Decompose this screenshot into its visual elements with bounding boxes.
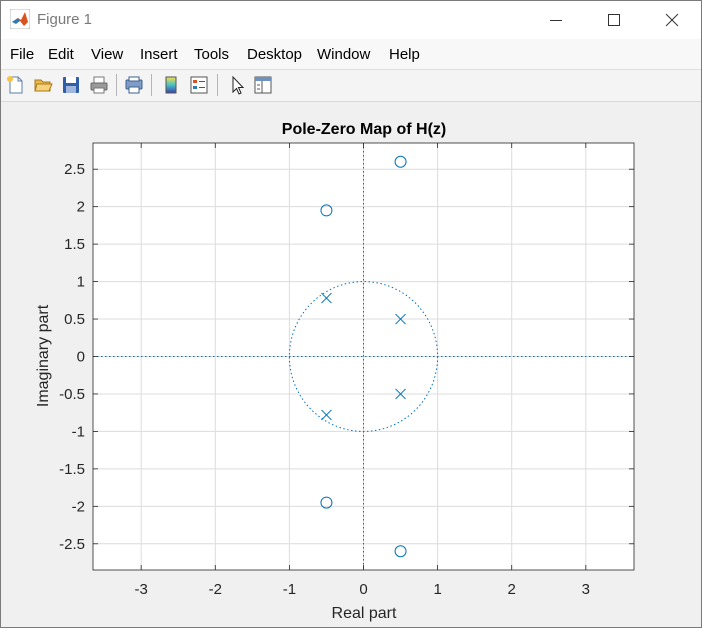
title-bar[interactable]: Figure 1: [1, 1, 701, 39]
property-inspector-icon: [254, 76, 272, 94]
x-tick-label: -2: [209, 581, 222, 598]
y-tick-label: 1: [77, 274, 85, 291]
printer-icon: [90, 76, 108, 94]
menu-edit[interactable]: Edit: [48, 46, 74, 63]
print-preview-icon: [125, 76, 143, 94]
insert-colorbar-button[interactable]: [160, 74, 182, 96]
menu-tools[interactable]: Tools: [194, 46, 230, 63]
maximize-button[interactable]: [585, 1, 643, 39]
menu-desktop[interactable]: Desktop: [247, 46, 303, 63]
zero-marker: [320, 496, 333, 509]
x-tick-label: 3: [582, 581, 590, 598]
x-tick-label: 2: [508, 581, 516, 598]
y-tick-label: 0.5: [64, 311, 85, 328]
minimize-icon: [550, 20, 562, 21]
pole-zero-plot[interactable]: -3 -2 -1 0 1 2 3 2.5 2 1.5 1 0.5 0 -0.5 -1 -1.5 -2 -2.5 P…: [1, 102, 701, 627]
close-button[interactable]: [643, 1, 701, 39]
y-tick-label: -1: [72, 423, 85, 440]
pole-marker-stroke: [395, 313, 406, 325]
print-button[interactable]: [88, 74, 110, 96]
y-tick-label: -1.5: [59, 461, 85, 478]
save-button[interactable]: [60, 74, 82, 96]
new-figure-button[interactable]: [5, 74, 27, 96]
pole-marker: [395, 388, 406, 400]
edit-plot-button[interactable]: [226, 74, 248, 96]
pole-zero-markers: [320, 155, 407, 558]
x-tick-label: 0: [359, 581, 367, 598]
open-file-button[interactable]: [32, 74, 54, 96]
matlab-logo-icon: [10, 9, 30, 29]
print-preview-button[interactable]: [123, 74, 145, 96]
toolbar-separator: [217, 74, 218, 96]
y-tick-label: 2.5: [64, 161, 85, 178]
y-tick-label: 1.5: [64, 236, 85, 253]
menu-bar: File Edit View Insert Tools Desktop Wind…: [1, 39, 701, 97]
pole-marker: [395, 313, 406, 325]
legend-icon: [190, 76, 208, 94]
colorbar-icon: [165, 76, 177, 94]
y-tick-label: -2.5: [59, 536, 85, 553]
menu-window[interactable]: Window: [317, 46, 371, 63]
pole-marker: [321, 409, 332, 421]
toolbar-separator: [116, 74, 117, 96]
insert-legend-button[interactable]: [188, 74, 210, 96]
window-title: Figure 1: [37, 11, 93, 28]
chart-title: Pole-Zero Map of H(z): [282, 121, 446, 138]
toolbar: [1, 70, 701, 102]
zero-marker: [394, 545, 407, 558]
pole-marker-stroke: [321, 292, 332, 304]
y-tick-label: 0: [77, 349, 85, 366]
menu-view[interactable]: View: [91, 46, 124, 63]
pole-marker-stroke: [321, 409, 332, 421]
y-tick-label: 2: [77, 199, 85, 216]
close-icon: [665, 13, 679, 27]
menu-file[interactable]: File: [10, 46, 35, 63]
open-folder-icon: [34, 79, 53, 92]
save-disk-icon: [63, 77, 79, 93]
property-inspector-button[interactable]: [252, 74, 274, 96]
toolbar-separator: [151, 74, 152, 96]
pole-marker: [321, 292, 332, 304]
x-axis-label: Real part: [332, 605, 397, 622]
pointer-arrow-icon: [232, 75, 245, 95]
axis-ticks: -3 -2 -1 0 1 2 3 2.5 2 1.5 1 0.5 0 -0.5 -1 -1.5 -2 -2.5: [59, 143, 634, 598]
x-tick-label: 1: [433, 581, 441, 598]
menu-insert[interactable]: Insert: [140, 46, 178, 63]
figure-canvas: -3 -2 -1 0 1 2 3 2.5 2 1.5 1 0.5 0 -0.5 -1 -1.5 -2 -2.5 P…: [1, 102, 701, 627]
y-tick-label: -2: [72, 498, 85, 515]
menu-help[interactable]: Help: [389, 46, 420, 63]
reference-lines: [93, 143, 634, 570]
maximize-icon: [608, 14, 620, 26]
x-tick-label: -1: [283, 581, 296, 598]
zero-marker: [320, 204, 333, 217]
minimize-button[interactable]: [527, 1, 585, 39]
pole-marker-stroke: [395, 388, 406, 400]
new-file-icon: [7, 76, 23, 94]
zero-marker: [394, 155, 407, 168]
unit-circle: [288, 281, 439, 432]
y-axis-label: Imaginary part: [35, 304, 52, 407]
y-tick-label: -0.5: [59, 386, 85, 403]
x-tick-label: -3: [134, 581, 147, 598]
